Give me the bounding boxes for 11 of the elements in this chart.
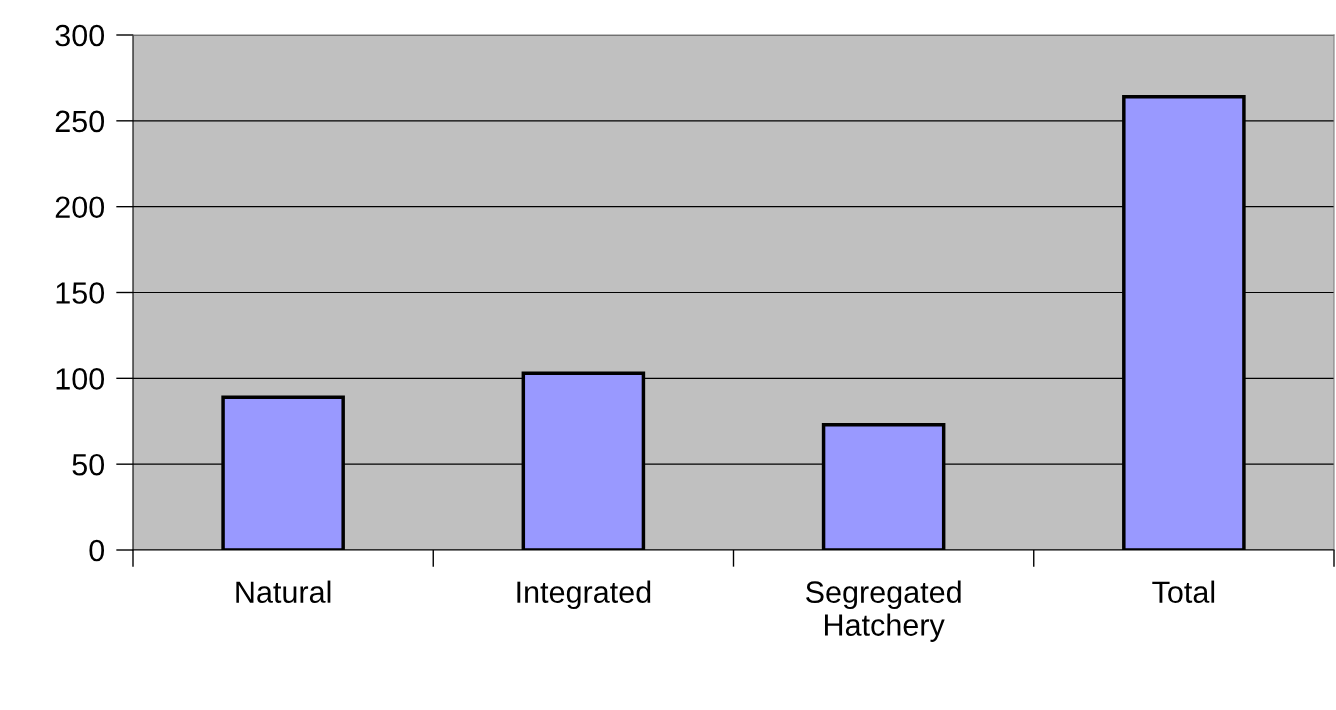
y-tick-label: 250 bbox=[55, 110, 105, 133]
y-tick-label: 50 bbox=[72, 453, 105, 476]
y-tick-label: 200 bbox=[55, 196, 105, 219]
y-tick-label: 100 bbox=[56, 368, 105, 390]
x-tick-label: Integrated bbox=[517, 580, 651, 610]
y-tick-label: 300 bbox=[55, 24, 105, 47]
y-tick-label: 0 bbox=[89, 539, 105, 562]
x-tick-label: Total bbox=[1152, 580, 1215, 603]
x-tick-label: Natural bbox=[236, 580, 331, 603]
y-tick-label: 150 bbox=[56, 282, 105, 304]
x-tick-label: Segregated Hatchery bbox=[806, 580, 961, 642]
